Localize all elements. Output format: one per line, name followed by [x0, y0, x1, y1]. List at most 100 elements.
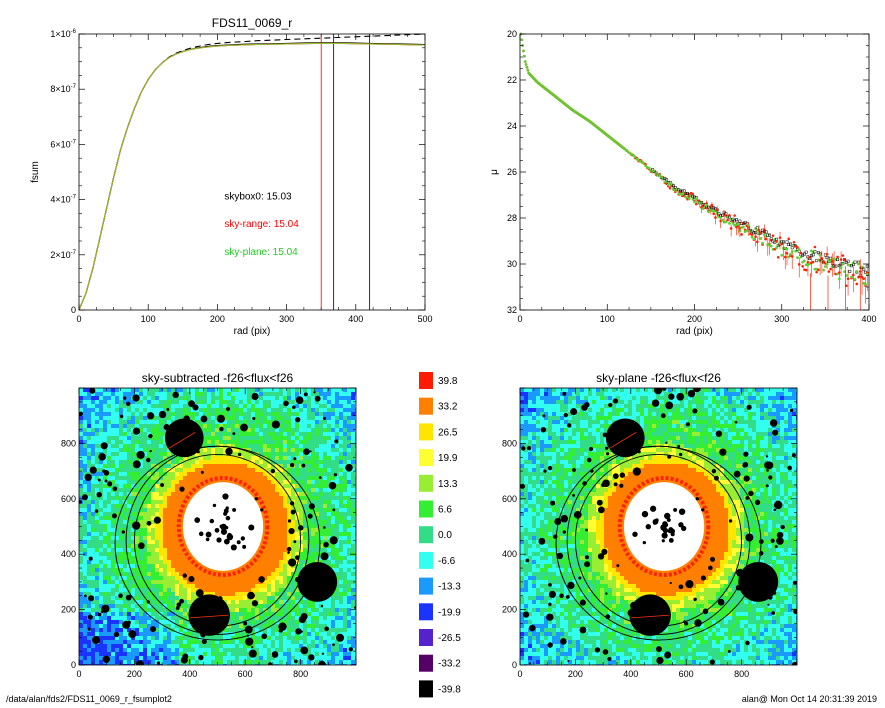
pixel [335, 428, 339, 432]
pixel [271, 576, 275, 580]
profile-point-green [762, 233, 766, 236]
pixel [323, 516, 327, 520]
pixel [191, 464, 195, 468]
pixel [175, 468, 179, 472]
pixel [127, 600, 131, 604]
pixel [123, 608, 127, 612]
profile-point-green [670, 182, 674, 186]
pixel [227, 444, 231, 448]
pixel [119, 536, 123, 540]
pixel [339, 588, 343, 592]
pixel [99, 592, 103, 596]
pixel [315, 472, 319, 476]
pixel [303, 396, 307, 400]
pixel [283, 552, 287, 556]
pixel [311, 500, 315, 504]
pixel [295, 588, 299, 592]
pixel [119, 552, 123, 556]
pixel [259, 428, 263, 432]
pixel [271, 532, 275, 536]
pixel [191, 564, 195, 568]
pixel [87, 528, 91, 532]
pixel [151, 480, 155, 484]
pixel [247, 608, 251, 612]
pixel [247, 584, 251, 588]
pixel [147, 576, 151, 580]
pixel [83, 584, 87, 588]
pixel [159, 500, 163, 504]
pixel [139, 444, 143, 448]
pixel [147, 436, 151, 440]
pixel [231, 400, 235, 404]
pixel [159, 568, 163, 572]
pixel [339, 444, 343, 448]
pixel [115, 620, 119, 624]
pixel [119, 580, 123, 584]
pixel [79, 620, 83, 624]
pixel [331, 388, 335, 392]
pixel [163, 416, 167, 420]
pixel [115, 616, 119, 620]
pixel [155, 604, 159, 608]
pixel [107, 572, 111, 576]
pixel [303, 524, 307, 528]
pixel [271, 472, 275, 476]
profile-point-green [759, 237, 763, 240]
pixel [115, 496, 119, 500]
pixel [143, 536, 147, 540]
pixel [303, 400, 307, 404]
pixel [307, 612, 311, 616]
pixel [311, 472, 315, 476]
pixel [211, 436, 215, 440]
pixel [147, 428, 151, 432]
pixel [235, 480, 239, 484]
pixel [239, 608, 243, 612]
pixel [335, 412, 339, 416]
profile-point-red [838, 271, 841, 274]
pixel [327, 452, 331, 456]
pixel [255, 560, 259, 564]
pixel [195, 572, 199, 576]
pixel [175, 612, 179, 616]
pixel [103, 580, 107, 584]
pixel [99, 488, 103, 492]
pixel [231, 604, 235, 608]
pixel [355, 528, 356, 532]
pixel [135, 484, 139, 488]
pixel [147, 408, 151, 412]
pixel [347, 516, 351, 520]
pixel [203, 580, 207, 584]
pixel [235, 592, 239, 596]
pixel [351, 600, 355, 604]
pixel [339, 432, 343, 436]
pixel [283, 512, 287, 516]
pixel [131, 408, 135, 412]
profile-point-green [789, 252, 792, 256]
pixel [267, 516, 271, 520]
pixel [267, 564, 271, 568]
pixel [119, 612, 123, 616]
pixel [267, 440, 271, 444]
pixel [107, 424, 111, 428]
pixel [127, 460, 131, 464]
pixel [135, 600, 139, 604]
pixel [191, 588, 195, 592]
pixel [215, 420, 219, 424]
pixel [299, 464, 303, 468]
pixel [339, 572, 343, 576]
pixel [103, 532, 107, 536]
pixel [103, 432, 107, 436]
pixel [315, 612, 319, 616]
pixel [139, 524, 143, 528]
pixel [159, 472, 163, 476]
pixel [163, 536, 167, 540]
pixel [127, 408, 131, 412]
pixel [291, 616, 295, 620]
pixel [167, 512, 171, 516]
pixel [159, 504, 163, 508]
pixel [83, 460, 87, 464]
pixel [167, 604, 171, 608]
pixel [87, 396, 91, 400]
pixel [107, 544, 111, 548]
pixel [83, 592, 87, 596]
